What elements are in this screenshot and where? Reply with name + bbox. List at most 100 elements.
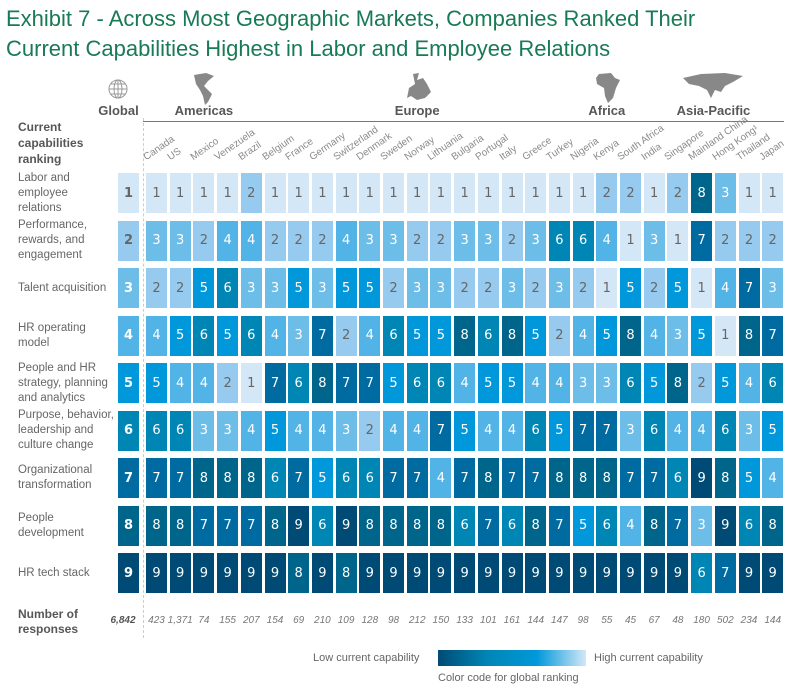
heatmap-cell: 2 xyxy=(193,220,215,261)
heatmap-cell: 2 xyxy=(525,268,547,308)
heatmap-cell: 9 xyxy=(146,553,167,593)
heatmap-cell: 9 xyxy=(454,553,476,593)
response-count: 423 xyxy=(148,615,165,626)
heatmap-cell: 8 xyxy=(596,458,618,498)
row-label: Purpose, behavior, leadership and cultur… xyxy=(18,409,114,451)
heatmap-cell: 5 xyxy=(738,458,760,498)
heatmap-cell: 3 xyxy=(691,505,713,546)
heatmap-cell: 3 xyxy=(596,363,618,403)
response-count: 150 xyxy=(432,615,450,626)
heatmap-cell: 2 xyxy=(311,220,333,261)
heatmap-cell: 4 xyxy=(691,410,713,451)
heatmap-cell: 3 xyxy=(193,410,215,451)
response-count: 207 xyxy=(242,615,260,626)
heatmap-cell: 6 xyxy=(762,363,784,403)
heatmap-cell: 6 xyxy=(572,220,594,261)
heatmap-cell: 4 xyxy=(240,410,262,451)
heatmap-cell: 9 xyxy=(548,553,570,593)
heatmap-cell: 9 xyxy=(430,553,452,593)
heatmap-cell: 1 xyxy=(477,173,499,213)
heatmap-cell: 9 xyxy=(359,553,381,593)
heatmap-cell: 4 xyxy=(548,363,570,403)
heatmap-cell: 7 xyxy=(118,458,139,498)
heatmap-cell: 5 xyxy=(146,363,167,403)
heatmap-cell: 4 xyxy=(643,315,665,356)
heatmap-cell: 5 xyxy=(620,268,641,308)
heatmap-cell: 7 xyxy=(288,458,310,498)
heatmap-cell: 5 xyxy=(596,315,618,356)
heatmap-cell: 9 xyxy=(525,553,547,593)
heatmap-cell: 5 xyxy=(691,315,713,356)
heatmap-cell: 3 xyxy=(477,220,499,261)
heatmap-cell: 9 xyxy=(118,553,139,593)
heatmap-cell: 8 xyxy=(193,458,215,498)
heatmap-cell: 2 xyxy=(667,173,689,213)
heatmap-cell: 1 xyxy=(406,173,428,213)
heatmap-cell: 8 xyxy=(525,505,547,546)
heatmap-cell: 8 xyxy=(501,315,523,356)
response-count: 48 xyxy=(672,615,684,626)
heatmap-cell: 4 xyxy=(169,363,191,403)
heatmap-cell: 7 xyxy=(596,410,618,451)
heatmap-cell: 4 xyxy=(146,315,167,356)
heatmap-cell: 1 xyxy=(454,173,476,213)
response-count: 212 xyxy=(408,615,426,626)
heatmap-cell: 8 xyxy=(454,315,476,356)
heatmap-cell: 1 xyxy=(714,315,736,356)
heatmap-cell: 1 xyxy=(667,220,689,261)
heatmap-cell: 7 xyxy=(146,458,167,498)
response-count: 154 xyxy=(266,615,284,626)
heatmap-cell: 7 xyxy=(738,268,760,308)
heatmap-cell: 6 xyxy=(691,553,713,593)
heatmap-cell: 4 xyxy=(596,220,618,261)
heatmap-cell: 6 xyxy=(477,315,499,356)
heatmap-cell: 2 xyxy=(572,268,594,308)
heatmap-cell: 5 xyxy=(288,268,310,308)
heatmap-cell: 7 xyxy=(193,505,215,546)
heatmap-cell: 4 xyxy=(572,315,594,356)
heatmap-cell: 6 xyxy=(501,505,523,546)
heatmap-cell: 6 xyxy=(548,220,570,261)
heatmap-cell: 2 xyxy=(288,220,310,261)
heatmap-cell: 9 xyxy=(193,553,215,593)
heatmap-cell: 2 xyxy=(501,220,523,261)
row-label: Labor and employee relations xyxy=(18,171,70,214)
heatmap-cell: 8 xyxy=(477,458,499,498)
heatmap-cell: 2 xyxy=(548,315,570,356)
heatmap-cell: 4 xyxy=(477,410,499,451)
region-label-global: Global xyxy=(98,103,139,118)
heatmap-cell: 4 xyxy=(430,458,452,498)
heatmap-cell: 2 xyxy=(217,363,239,403)
response-count: 6,842 xyxy=(110,615,136,626)
heatmap-cell: 6 xyxy=(240,315,262,356)
heatmap-cell: 3 xyxy=(430,268,452,308)
heatmap-cell: 9 xyxy=(477,553,499,593)
heatmap-cell: 1 xyxy=(383,173,404,213)
heatmap-cell: 6 xyxy=(620,363,641,403)
heatmap-cell: 4 xyxy=(193,363,215,403)
heatmap-cell: 1 xyxy=(596,268,618,308)
heatmap-cell: 2 xyxy=(383,268,404,308)
heatmap-cell: 7 xyxy=(477,505,499,546)
heatmap-cell: 9 xyxy=(501,553,523,593)
heatmap-cell: 3 xyxy=(169,220,191,261)
heatmap-cell: 3 xyxy=(264,268,286,308)
heatmap-cell: 1 xyxy=(525,173,547,213)
heatmap-cell: 5 xyxy=(548,410,570,451)
heatmap-cell: 3 xyxy=(620,410,641,451)
response-count: 67 xyxy=(648,615,660,626)
response-count: 98 xyxy=(577,615,589,626)
heatmap-cell: 1 xyxy=(572,173,594,213)
heatmap-cell: 7 xyxy=(762,315,784,356)
heatmap-cell: 9 xyxy=(738,553,760,593)
heatmap-cell: 5 xyxy=(714,363,736,403)
heatmap-cell: 8 xyxy=(430,505,452,546)
heatmap-cell: 5 xyxy=(572,505,594,546)
heatmap-cell: 8 xyxy=(118,505,139,546)
heatmap-cell: 3 xyxy=(738,410,760,451)
region-underline xyxy=(261,121,571,122)
asia-map-icon xyxy=(681,72,745,106)
legend-gradient xyxy=(438,650,586,666)
heatmap-cell: 6 xyxy=(311,505,333,546)
